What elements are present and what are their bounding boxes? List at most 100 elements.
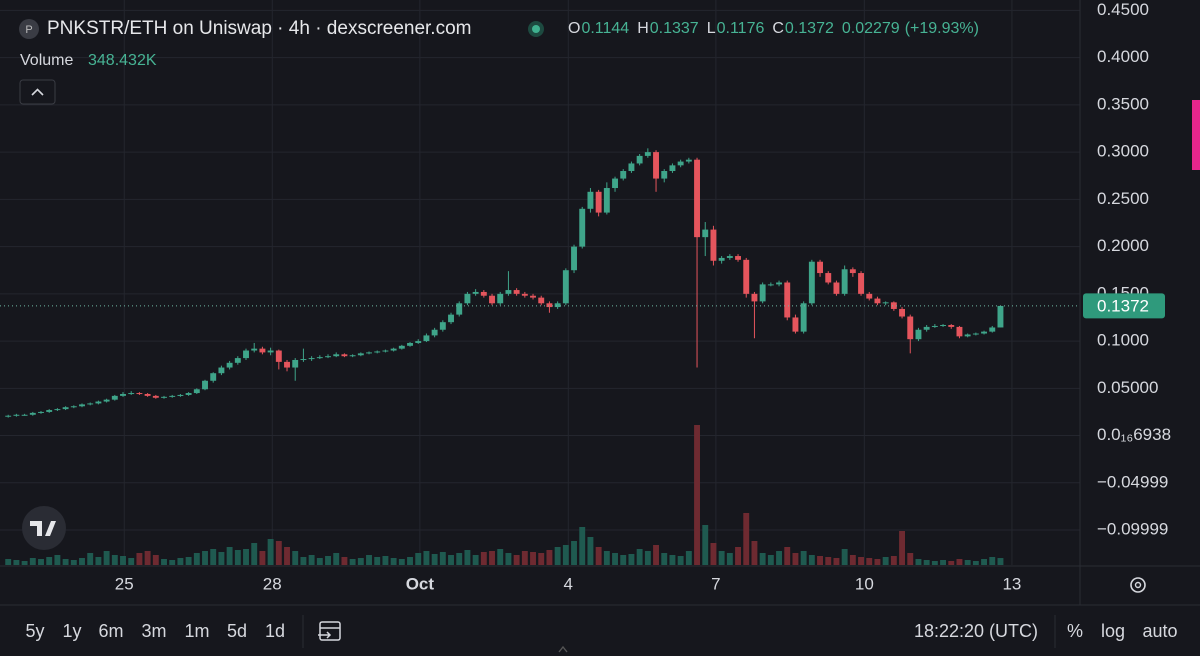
candle-body (948, 325, 955, 327)
candle-body (907, 316, 914, 340)
candle-body (177, 394, 184, 396)
volume-bar (513, 555, 520, 565)
volume-bar (612, 553, 618, 565)
legend-value: 0.1372 (785, 20, 834, 37)
volume-bar (694, 425, 700, 565)
calendar-frame (319, 621, 341, 641)
candle-body (111, 395, 118, 400)
volume-bar (415, 553, 422, 565)
collapse-button[interactable] (19, 79, 56, 105)
last-price-label: 0.1372 (1097, 296, 1149, 315)
candle-body (316, 357, 323, 359)
volume-bar (571, 541, 577, 565)
candle-body (79, 404, 85, 407)
volume-bar (620, 555, 627, 565)
timeframe-button[interactable]: 5d (227, 621, 247, 641)
volume-bar (21, 561, 28, 565)
volume-bar (275, 541, 282, 565)
volume-bar (161, 559, 167, 565)
volume-bar (562, 545, 569, 565)
volume-bar (702, 525, 709, 565)
candle-body (152, 395, 159, 398)
timeframe-button[interactable]: 1m (184, 621, 209, 641)
candle-body (620, 171, 627, 179)
volume-bar (948, 561, 955, 565)
candle-body (431, 329, 438, 336)
candle-body (161, 396, 167, 398)
x-tick-label: 4 (564, 574, 573, 593)
candle-body (644, 152, 651, 156)
x-tick-label: 7 (711, 574, 720, 593)
candle-body (964, 334, 971, 337)
candle-body (808, 261, 815, 304)
candle-body (423, 335, 430, 342)
settings-icon[interactable] (1130, 577, 1146, 593)
volume-bar (710, 543, 717, 565)
candle-body (267, 350, 274, 353)
volume-bar (505, 553, 512, 565)
volume-bar (866, 558, 873, 565)
candle-body (251, 348, 258, 351)
collapse-icon (31, 88, 44, 96)
logo-badge[interactable] (22, 506, 66, 550)
volume-bar (38, 559, 44, 565)
candle-body (571, 246, 577, 271)
candle-body (972, 333, 979, 335)
candle-body (103, 399, 110, 402)
timeframe-button[interactable]: 1d (265, 621, 285, 641)
candle-body (415, 341, 422, 343)
candle-body (136, 393, 143, 395)
change-value: 0.02279 (842, 20, 900, 37)
volume-value: 348.432K (88, 52, 157, 69)
candle-body (595, 191, 602, 213)
candle-body (333, 354, 340, 357)
scale-option[interactable]: log (1101, 621, 1125, 641)
chart-title: PNKSTR/ETH on Uniswap · 4h · dexscreener… (47, 18, 472, 39)
timeframe-button[interactable]: 1y (62, 621, 81, 641)
y-tick-label: −0.04999 (1097, 472, 1168, 491)
scale-option[interactable]: auto (1142, 621, 1177, 641)
candle-body (694, 159, 700, 238)
volume-bar (46, 557, 53, 565)
volume-bar (185, 557, 192, 565)
volume-bar (776, 551, 782, 565)
volume-bar (243, 549, 249, 565)
candle-body (521, 293, 528, 296)
scale-option[interactable]: % (1067, 621, 1083, 641)
volume-bar (29, 558, 36, 565)
candle-body (480, 291, 487, 296)
overlay: P PNKSTR/ETH on Uniswap · 4h · dexscreen… (19, 18, 1200, 653)
timeframe-button[interactable]: 5y (25, 621, 44, 641)
volume-bar (882, 557, 889, 565)
clock[interactable]: 18:22:20 (UTC) (914, 621, 1038, 641)
legend-key: L (707, 20, 716, 37)
side-tab[interactable] (1192, 100, 1200, 170)
volume-bar (448, 555, 454, 565)
candle-body (300, 359, 307, 361)
timeframe-button[interactable]: 3m (141, 621, 166, 641)
volume-bar (759, 553, 766, 565)
candle-body (579, 208, 586, 247)
candle-body (743, 259, 750, 294)
volume-bar (366, 555, 372, 565)
volume-bar (70, 560, 77, 565)
volume-bar (726, 553, 733, 565)
volume-bar (316, 558, 323, 565)
calendar-icon[interactable] (318, 621, 341, 641)
candle-body (817, 261, 823, 274)
volume-bar (907, 553, 914, 565)
volume-bar (530, 552, 536, 565)
volume-bar (177, 558, 184, 565)
last-price-box (1083, 293, 1165, 319)
volume-bar (62, 559, 69, 565)
volume-bar (120, 556, 126, 565)
volume-bar (923, 560, 930, 565)
expand-handle[interactable] (558, 645, 568, 653)
candle-body (718, 257, 725, 261)
candle-body (87, 403, 94, 405)
volume-bar (456, 553, 463, 565)
candle-body (792, 317, 799, 332)
timeframe-button[interactable]: 6m (98, 621, 123, 641)
candle-body (226, 362, 233, 368)
volume-bar (890, 556, 897, 565)
